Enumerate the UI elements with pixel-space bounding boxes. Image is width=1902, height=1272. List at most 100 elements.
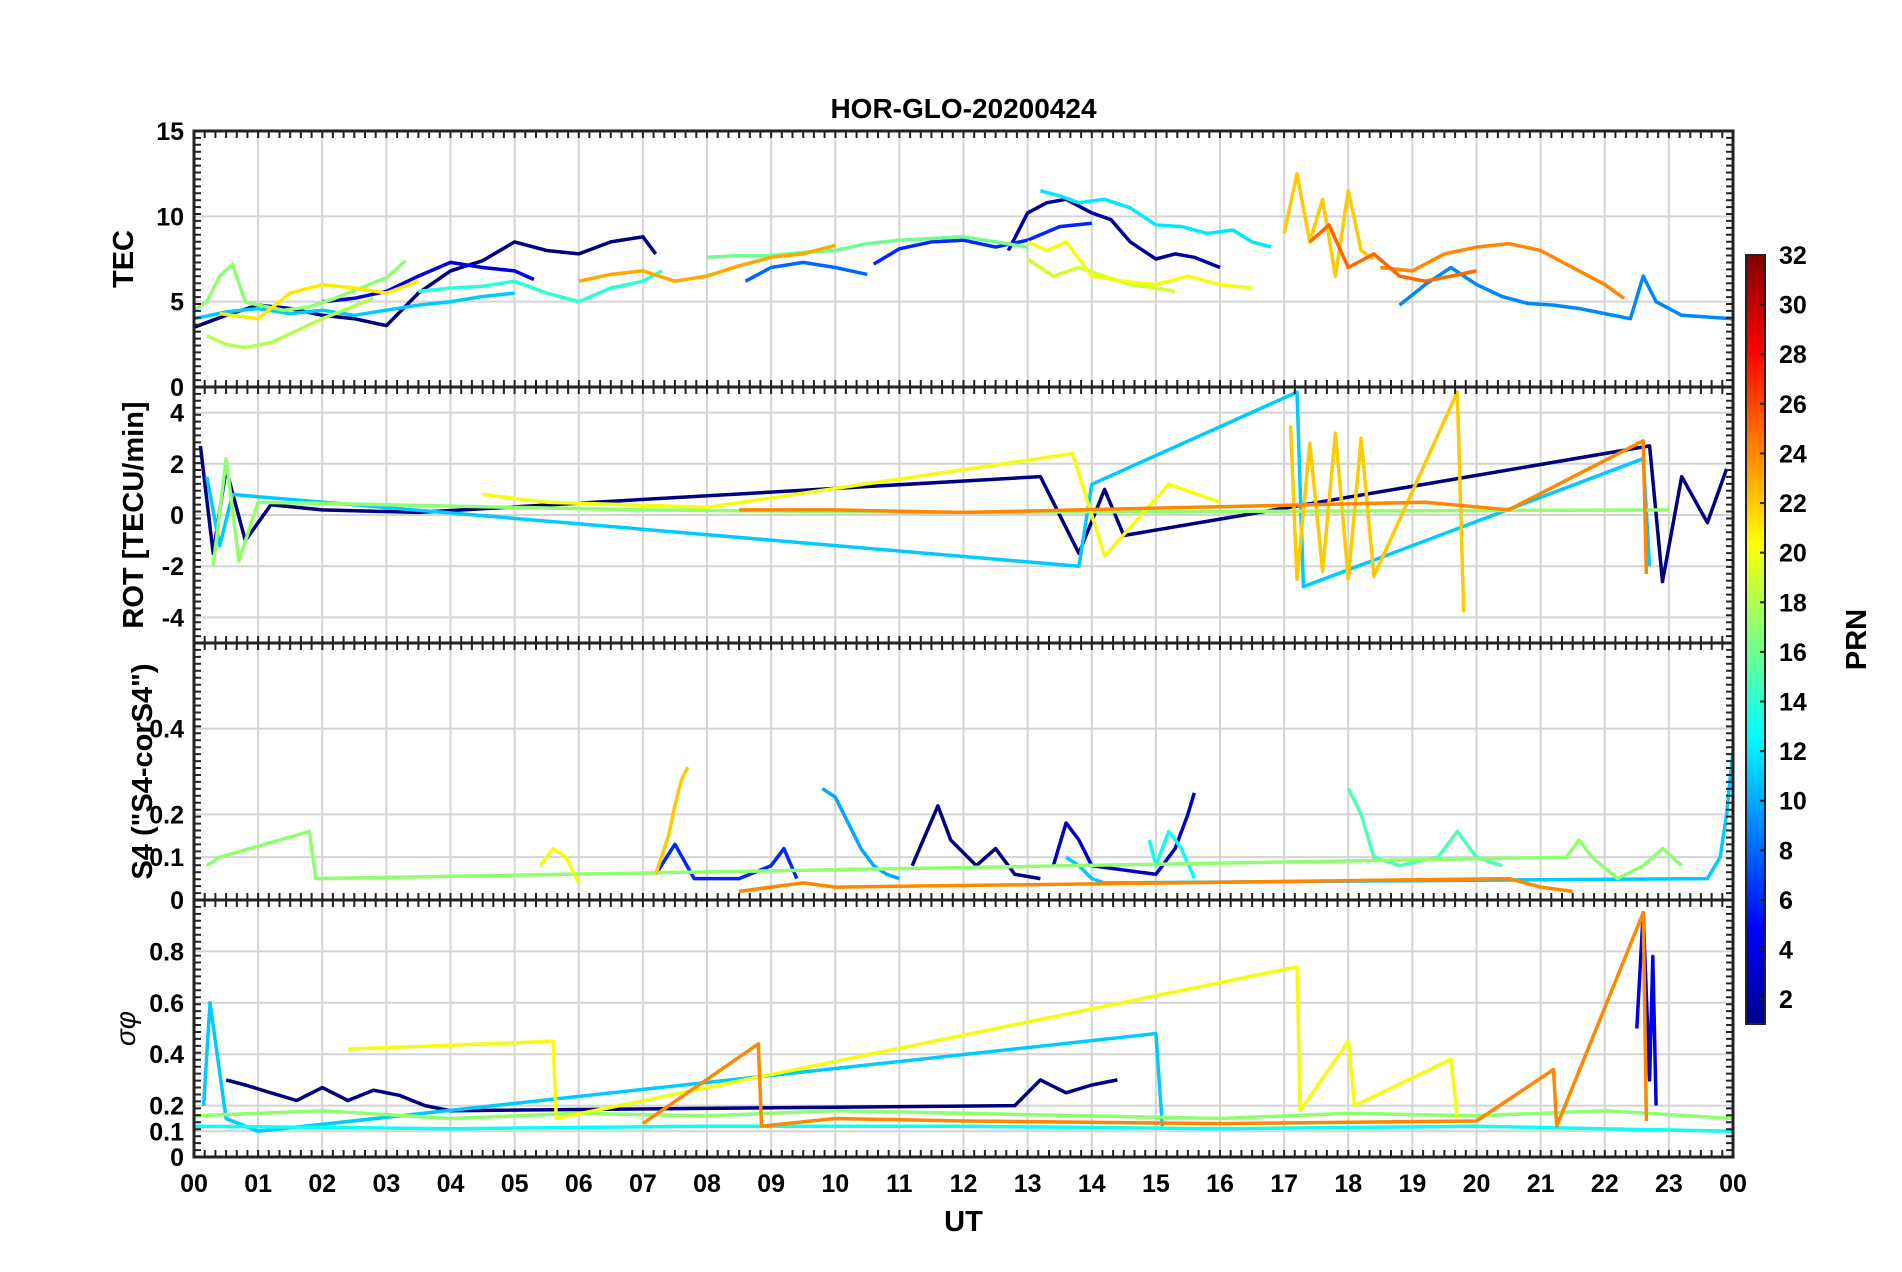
series-line-prn-20 (538, 846, 581, 884)
x-tick-label: 19 (1398, 1170, 1426, 1198)
x-tick-label: 02 (308, 1170, 336, 1198)
series-line-prn-21 (219, 279, 420, 321)
series-line-prn-13 (1147, 829, 1196, 880)
series-line-prn-6 (654, 842, 799, 881)
y-tick-label: 15 (156, 118, 184, 146)
series-line-prn-4 (322, 260, 535, 304)
series-line-prn-1 (198, 444, 1729, 584)
colorbar-tick-label: 12 (1779, 738, 1807, 766)
series-line-prn-22 (1282, 171, 1375, 278)
y-tick-label: 4 (170, 400, 184, 428)
y-tick-label: 0 (170, 502, 184, 530)
series-line-prn-1 (910, 804, 1041, 881)
tick-marks (193, 130, 1734, 388)
tick-marks (193, 386, 1734, 644)
minor-ticks (193, 386, 1734, 644)
colorbar-tick-label: 24 (1779, 440, 1807, 468)
y-tick-label: 0.8 (149, 938, 184, 966)
y-tick-label: 0.1 (149, 844, 184, 872)
series-group (193, 171, 1734, 350)
y-axis-label: ROT [TECU/min] (118, 401, 150, 628)
series-line-prn-20 (1026, 240, 1253, 290)
x-tick-label: 20 (1463, 1170, 1491, 1198)
minor-ticks (193, 130, 1734, 388)
colorbar-tick-label: 2 (1779, 986, 1793, 1014)
figure-title: HOR-GLO-20200424 (830, 93, 1097, 124)
x-tick-label: 10 (821, 1170, 849, 1198)
colorbar-tick-label: 4 (1779, 937, 1793, 965)
x-tick-label: 04 (437, 1170, 465, 1198)
colorbar-tick-label: 28 (1779, 341, 1807, 369)
y-tick-label: -4 (162, 604, 184, 632)
series-line-prn-17 (205, 829, 1683, 881)
x-tick-label: 11 (886, 1170, 913, 1198)
colorbar-tick-label: 26 (1779, 391, 1807, 419)
series-line-prn-16 (706, 235, 1028, 260)
series-line-prn-11 (205, 390, 1652, 589)
colorbar-tick-label: 22 (1779, 490, 1807, 518)
series-line-prn-24 (641, 911, 1649, 1128)
colorbar-tick-label: 14 (1779, 689, 1807, 717)
y-axis-label: TEC (108, 230, 140, 288)
minor-ticks (193, 642, 1734, 901)
x-tick-label: 15 (1142, 1170, 1170, 1198)
panel-s4: 0 0.1 0.2 0.4S4 ("S4-corS4") (127, 641, 1735, 915)
y-tick-label: 2 (170, 451, 184, 479)
y-tick-label: 0 (170, 374, 184, 402)
series-line-prn-18 (206, 296, 375, 350)
series-line-prn-25 (1308, 223, 1477, 283)
series-line-prn-22 (654, 766, 690, 875)
colorbar-tick-label: 16 (1779, 639, 1807, 667)
colorbar-label: PRN (1841, 609, 1873, 670)
y-tick-label: 0 (170, 887, 184, 915)
series-line-prn-2 (1006, 197, 1221, 270)
x-tick-label: 17 (1270, 1170, 1298, 1198)
x-tick-label: 21 (1527, 1170, 1555, 1198)
series-line-prn-22 (1288, 390, 1466, 613)
y-tick-label: 0 (170, 1144, 184, 1172)
tick-marks (193, 642, 1734, 901)
series-line-prn-11 (201, 1001, 1165, 1134)
x-tick-label: 23 (1655, 1170, 1683, 1198)
colorbar-tick-label: 32 (1779, 242, 1807, 270)
tick-marks (193, 899, 1734, 1158)
series-line-prn-1 (225, 1078, 1118, 1113)
x-tick-label: 07 (629, 1170, 657, 1198)
series-line-prn-4 (1635, 911, 1658, 1106)
colorbar-tick-label: 6 (1779, 887, 1793, 915)
series-line-prn-6 (872, 221, 1092, 266)
y-axis-label: S4 ("S4-corS4") (127, 663, 159, 879)
series-line-prn-14 (418, 269, 663, 304)
series-line-prn-24 (738, 876, 1573, 894)
series-group (198, 390, 1729, 613)
colorbar-tick-label: 30 (1779, 292, 1807, 320)
series-group (193, 911, 1734, 1134)
series-line-prn-11 (193, 291, 515, 321)
x-tick-label: 08 (693, 1170, 721, 1198)
y-tick-label: 0.2 (149, 801, 184, 829)
x-tick-label: 00 (180, 1170, 208, 1198)
x-tick-label: 00 (1719, 1170, 1747, 1198)
x-tick-label: 03 (372, 1170, 400, 1198)
series-line-prn-24 (1380, 241, 1626, 300)
series-line-prn-19 (1026, 257, 1176, 294)
series-group (205, 749, 1735, 894)
panel-sigma_phi: 00.10.2 0.4 0.6 0.8 σφ (110, 898, 1735, 1172)
series-line-prn-10 (821, 787, 900, 881)
series-line-prn-12 (1039, 189, 1272, 249)
x-axis-label: UT (944, 1206, 983, 1238)
x-tick-label: 13 (1014, 1170, 1042, 1198)
y-tick-label: 0.2 (149, 1093, 184, 1121)
series-line-prn-8 (744, 260, 868, 283)
x-tick-label: 12 (950, 1170, 978, 1198)
series-line-prn-3 (1051, 792, 1196, 877)
y-tick-label: 0.4 (149, 1041, 184, 1069)
series-line-prn-17 (193, 1108, 1734, 1121)
y-tick-label: -2 (162, 553, 184, 581)
y-tick-label: 0.6 (149, 990, 184, 1018)
panel-rot: -4 -2 0 2 4 ROT [TECU/min] (118, 385, 1735, 645)
minor-ticks (193, 899, 1734, 1158)
